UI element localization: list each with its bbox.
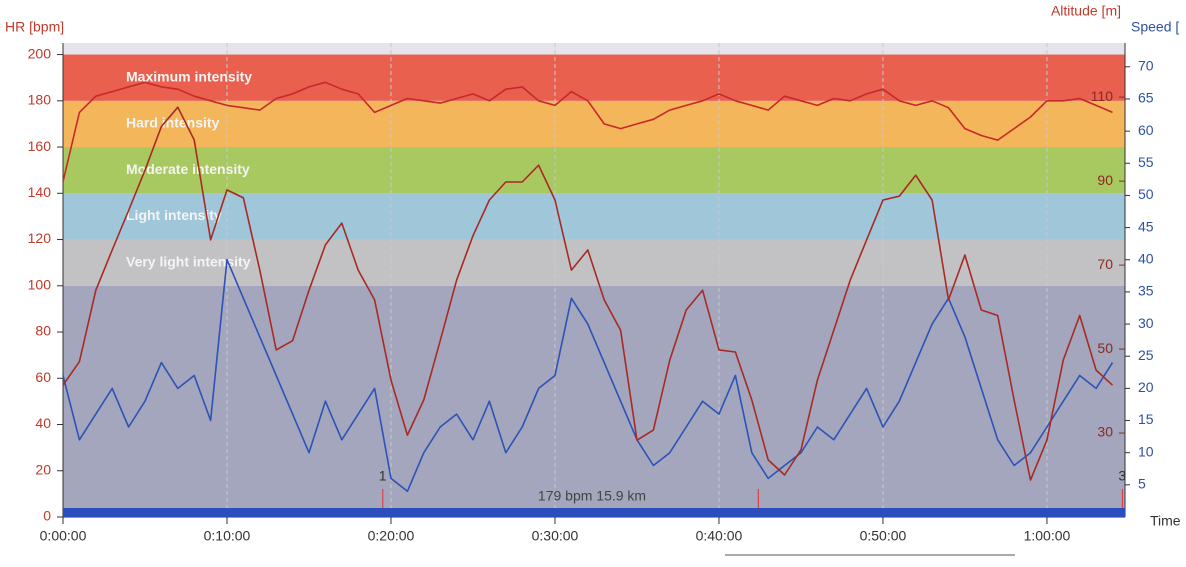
zone-label: Light intensity bbox=[126, 207, 222, 223]
y2-tick-label: 40 bbox=[1138, 250, 1154, 266]
x-tick-label: 0:50:00 bbox=[860, 528, 907, 544]
zone-label: Very light intensity bbox=[126, 253, 251, 269]
y3-tick-label: 70 bbox=[1097, 256, 1113, 272]
y2-tick-label: 10 bbox=[1138, 443, 1154, 459]
y3-tick-label: 50 bbox=[1097, 340, 1113, 356]
base-zone bbox=[63, 285, 1125, 517]
y-tick-label: 180 bbox=[28, 92, 52, 108]
y2-tick-label: 65 bbox=[1138, 90, 1154, 106]
zone-band bbox=[63, 147, 1125, 194]
hr-axis-label: HR [bpm] bbox=[5, 19, 64, 35]
y-tick-label: 20 bbox=[35, 461, 51, 477]
y2-tick-label: 15 bbox=[1138, 411, 1154, 427]
y2-tick-label: 25 bbox=[1138, 347, 1154, 363]
series-line bbox=[62, 258, 1114, 493]
y-tick-label: 80 bbox=[35, 323, 51, 339]
zone-label: Hard intensity bbox=[126, 115, 220, 131]
lap-label: 1 bbox=[379, 468, 387, 484]
zone-band bbox=[63, 54, 1125, 101]
x-tick-label: 0:30:00 bbox=[532, 528, 579, 544]
y2-tick-label: 30 bbox=[1138, 315, 1154, 331]
y-tick-label: 0 bbox=[43, 508, 51, 524]
x-tick-label: 0:10:00 bbox=[204, 528, 251, 544]
y-tick-label: 140 bbox=[28, 184, 52, 200]
series-line bbox=[62, 106, 1114, 481]
y2-tick-label: 5 bbox=[1138, 476, 1146, 492]
x-tick-label: 1:00:00 bbox=[1024, 528, 1071, 544]
y3-tick-label: 110 bbox=[1091, 88, 1114, 104]
y-tick-label: 160 bbox=[28, 138, 52, 154]
x-axis-label: Time bbox=[1150, 513, 1181, 529]
x-tick-label: 0:00:00 bbox=[40, 528, 87, 544]
y-tick-label: 120 bbox=[28, 230, 52, 246]
altitude-axis-label: Altitude [m] bbox=[1051, 3, 1121, 19]
zone-label: Maximum intensity bbox=[126, 68, 252, 84]
y-tick-label: 100 bbox=[28, 276, 52, 292]
y2-tick-label: 45 bbox=[1138, 218, 1154, 234]
y2-tick-label: 20 bbox=[1138, 379, 1154, 395]
x-tick-label: 0:40:00 bbox=[696, 528, 743, 544]
y2-tick-label: 60 bbox=[1138, 122, 1154, 138]
zone-band bbox=[63, 100, 1125, 148]
zone-label: Moderate intensity bbox=[126, 161, 250, 177]
series-line bbox=[62, 81, 1113, 182]
y-tick-label: 40 bbox=[35, 415, 51, 431]
y2-tick-label: 50 bbox=[1138, 186, 1154, 202]
y3-tick-label: 90 bbox=[1097, 172, 1113, 188]
annotation: 179 bpm 15.9 km bbox=[538, 488, 646, 504]
y3-tick-label: 30 bbox=[1097, 424, 1113, 440]
zone-band bbox=[63, 193, 1125, 240]
zone-band bbox=[63, 239, 1125, 286]
y-tick-label: 200 bbox=[28, 45, 52, 61]
distance-bar bbox=[63, 508, 1125, 517]
y2-tick-label: 55 bbox=[1138, 154, 1154, 170]
lap-label: 3 bbox=[1118, 468, 1126, 484]
y2-tick-label: 35 bbox=[1138, 283, 1154, 299]
speed-axis-label: Speed [ bbox=[1131, 19, 1179, 35]
y2-tick-label: 70 bbox=[1138, 57, 1154, 73]
y-tick-label: 60 bbox=[35, 369, 51, 385]
x-tick-label: 0:20:00 bbox=[368, 528, 415, 544]
